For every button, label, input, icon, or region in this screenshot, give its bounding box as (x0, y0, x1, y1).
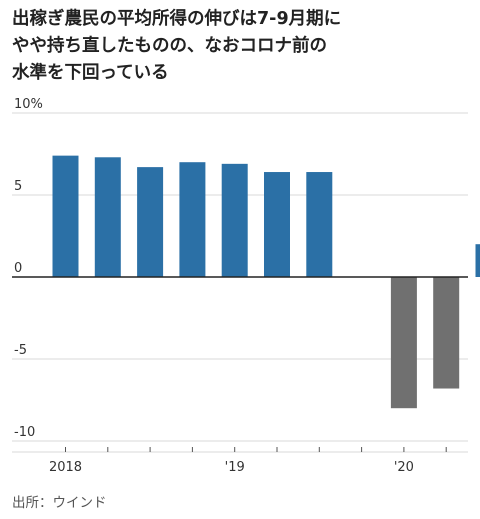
y-tick-label: 10% (14, 97, 43, 112)
y-axis-labels: 10% 5 0 -5 -10 (14, 97, 43, 440)
y-tick-label: 5 (14, 179, 22, 194)
bar (390, 277, 417, 409)
chart-title: 出稼ぎ農民の平均所得の伸びは7-9月期に やや持ち直したものの、なおコロナ前の … (12, 6, 472, 87)
y-tick-label: -5 (14, 343, 27, 358)
title-line-1: 出稼ぎ農民の平均所得の伸びは7-9月期に (12, 9, 342, 29)
x-axis-labels: 2018 '19 '20 (49, 447, 447, 475)
title-line-3: 水準を下回っている (12, 63, 169, 83)
bar (306, 172, 333, 277)
source-note: 出所：ウインド (12, 495, 107, 511)
x-tick-label: 2018 (49, 460, 82, 475)
y-tick-label: -10 (14, 425, 35, 440)
bar (137, 167, 164, 277)
x-tick-label: '20 (394, 460, 414, 475)
bar (179, 162, 206, 277)
y-tick-label: 0 (14, 261, 22, 276)
x-tick-label: '19 (225, 460, 245, 475)
x-axis (12, 276, 468, 453)
bar (221, 163, 248, 277)
title-line-2: やや持ち直したものの、なおコロナ前の (12, 36, 327, 56)
bar (52, 155, 79, 277)
bar (94, 157, 121, 277)
bar (475, 244, 480, 277)
bars (52, 155, 480, 409)
bar (433, 277, 460, 389)
bar (264, 172, 290, 277)
